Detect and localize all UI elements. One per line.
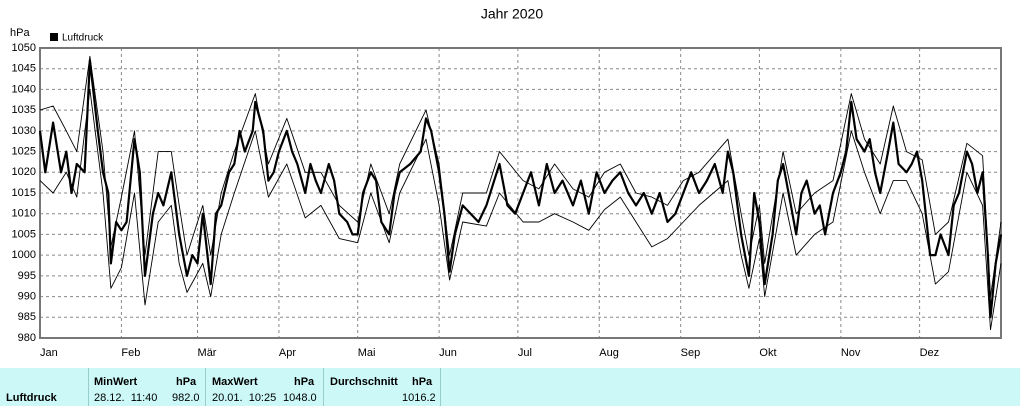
col-unit: hPa (294, 376, 315, 388)
cell-date: 28.12. 11:40 (94, 392, 158, 404)
plot-frame (39, 47, 1002, 339)
col-head: Durchschnitt (330, 376, 398, 388)
col-head: MinWert (94, 376, 138, 388)
x-tick-label: Mär (198, 347, 217, 359)
x-tick-label: Mai (358, 347, 376, 359)
data-line (39, 55, 1002, 298)
y-tick-label: 980 (18, 332, 36, 344)
y-tick-label: 1030 (12, 125, 36, 137)
row-label: Luftdruck (6, 392, 57, 404)
y-tick-label: 1005 (12, 228, 36, 240)
y-tick-label: 1015 (12, 187, 36, 199)
chart-title: Jahr 2020 (481, 6, 543, 22)
y-tick-label: 1050 (12, 42, 36, 54)
y-tick-label: 1045 (12, 63, 36, 75)
cell-value: 1048.0 (283, 392, 317, 404)
y-tick-label: 1010 (12, 208, 36, 220)
x-tick-label: Jul (518, 347, 532, 359)
x-tick-label: Dez (920, 347, 940, 359)
y-tick-label: 990 (18, 290, 36, 302)
x-tick-label: Aug (599, 347, 619, 359)
summary-table: Luftdruck MinWert hPa 28.12. 11:40 982.0… (0, 368, 1020, 406)
y-tick-label: 1035 (12, 104, 36, 116)
x-tick-label: Nov (841, 347, 861, 359)
x-tick-label: Okt (759, 347, 776, 359)
x-tick-label: Apr (279, 347, 296, 359)
cell-date: 20.01. 10:25 (212, 392, 277, 404)
x-tick-label: Jan (40, 347, 58, 359)
legend-swatch (50, 33, 58, 41)
x-tick-label: Feb (121, 347, 140, 359)
col-unit: hPa (176, 376, 197, 388)
cell-value: 1016.2 (402, 392, 436, 404)
x-tick-label: Sep (681, 347, 701, 359)
legend-label: Luftdruck (62, 33, 104, 44)
y-tick-label: 995 (18, 270, 36, 282)
y-tick-label: 985 (18, 311, 36, 323)
y-tick-label: 1040 (12, 83, 36, 95)
y-tick-label: 1025 (12, 145, 36, 157)
x-tick-label: Jun (439, 347, 457, 359)
col-unit: hPa (412, 376, 433, 388)
chart: Jahr 2020 hPa Luftdruck 980 985 990 995 1000… (10, 6, 1003, 359)
data-line (39, 88, 1002, 331)
col-head: MaxWert (212, 376, 258, 388)
cell-value: 982.0 (172, 392, 200, 404)
y-axis-label: hPa (10, 27, 30, 39)
data-line (38, 59, 1003, 319)
y-tick-label: 1020 (12, 166, 36, 178)
y-tick-label: 1000 (12, 249, 36, 261)
